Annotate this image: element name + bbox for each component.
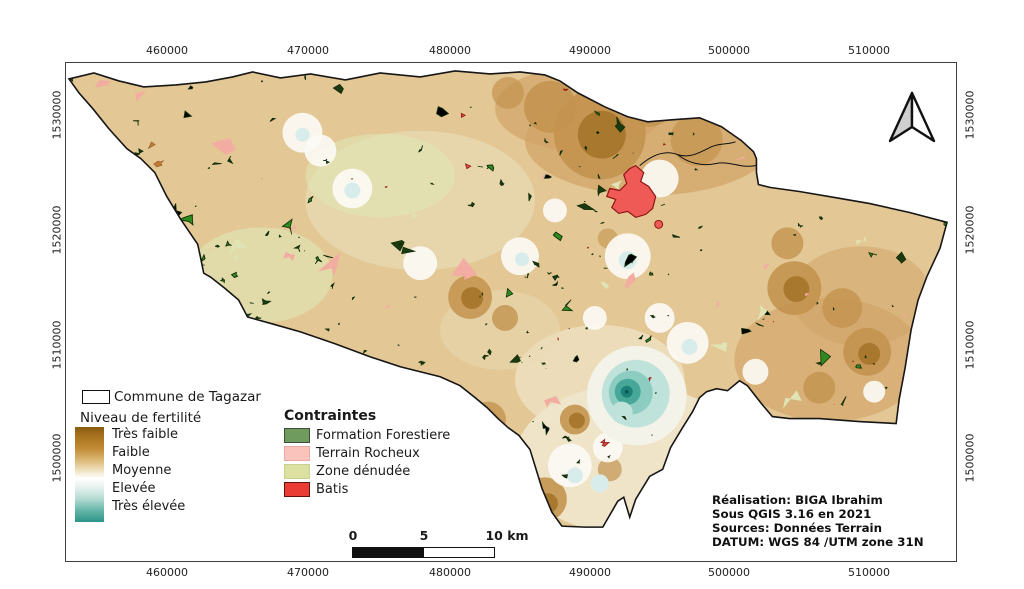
- constraint-label: Terrain Rocheux: [316, 446, 420, 461]
- scalebar-label-10km: 10 km: [485, 528, 529, 543]
- y-tick-left: 1510000: [50, 320, 64, 370]
- fertility-class-label: Elevée: [112, 481, 156, 496]
- x-tick-bottom: 460000: [146, 566, 188, 579]
- x-tick-bottom: 490000: [569, 566, 611, 579]
- y-tick-left: 1500000: [50, 433, 64, 483]
- y-tick-right: 1520000: [963, 205, 977, 255]
- rocky-terrain-swatch: [284, 446, 310, 461]
- y-tick-right: 1510000: [963, 320, 977, 370]
- fertility-legend-title: Niveau de fertilité: [80, 410, 202, 426]
- credits-line: Sous QGIS 3.16 en 2021: [712, 507, 872, 521]
- fertility-class-label: Très élevée: [112, 499, 186, 514]
- y-tick-right: 1530000: [963, 90, 977, 140]
- map-credits: Réalisation: BIGA Ibrahim Sous QGIS 3.16…: [712, 493, 924, 549]
- commune-boundary-swatch: [82, 390, 110, 404]
- scalebar: [352, 547, 495, 558]
- x-tick-top: 480000: [429, 44, 471, 57]
- x-tick-top: 490000: [569, 44, 611, 57]
- constraint-label: Formation Forestiere: [316, 428, 451, 443]
- credits-line: Réalisation: BIGA Ibrahim: [712, 493, 883, 507]
- x-tick-top: 500000: [708, 44, 750, 57]
- y-tick-left: 1530000: [50, 90, 64, 140]
- denuded-zone-swatch: [284, 464, 310, 479]
- commune-map-canvas: [67, 70, 948, 528]
- x-tick-top: 470000: [287, 44, 329, 57]
- scalebar-filled-segment: [353, 548, 424, 557]
- commune-legend-label: Commune de Tagazar: [114, 389, 261, 405]
- commune-boundary: [67, 70, 948, 528]
- credits-line: Sources: Données Terrain: [712, 521, 883, 535]
- x-tick-top: 510000: [848, 44, 890, 57]
- y-tick-right: 1500000: [963, 433, 977, 483]
- x-tick-bottom: 500000: [708, 566, 750, 579]
- constraint-label: Zone dénudée: [316, 464, 411, 479]
- fertility-gradient-bar: [75, 427, 104, 522]
- x-tick-bottom: 480000: [429, 566, 471, 579]
- constraints-legend-title: Contraintes: [284, 408, 377, 424]
- batis-swatch: [284, 482, 310, 497]
- north-arrow-icon: [884, 88, 940, 148]
- fertility-class-label: Faible: [112, 445, 150, 460]
- fertility-class-label: Très faible: [112, 427, 179, 442]
- constraint-label: Batis: [316, 482, 349, 497]
- y-tick-left: 1520000: [50, 205, 64, 255]
- credits-line: DATUM: WGS 84 /UTM zone 31N: [712, 535, 924, 549]
- scalebar-label-0: 0: [348, 528, 358, 543]
- x-tick-bottom: 470000: [287, 566, 329, 579]
- x-tick-top: 460000: [146, 44, 188, 57]
- fertility-class-label: Moyenne: [112, 463, 172, 478]
- map-frame: [65, 62, 957, 562]
- batis-main-area: [606, 164, 657, 219]
- scalebar-label-5: 5: [419, 528, 429, 543]
- x-tick-bottom: 510000: [848, 566, 890, 579]
- forest-swatch: [284, 428, 310, 443]
